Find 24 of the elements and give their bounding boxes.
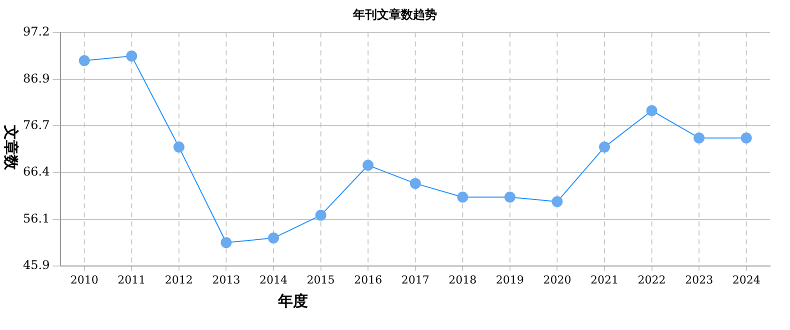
y-axis-title: 文章数 xyxy=(1,125,20,170)
x-tick-label: 2014 xyxy=(260,273,288,286)
y-tick-label: 97.2 xyxy=(23,24,50,39)
x-tick-label: 2012 xyxy=(164,273,193,286)
x-tick-label: 2019 xyxy=(496,273,524,286)
x-tick-label: 2015 xyxy=(306,273,335,286)
y-tick-label: 56.1 xyxy=(23,212,50,226)
x-tick-label: 2020 xyxy=(543,273,572,286)
x-tick-label: 2017 xyxy=(401,273,430,286)
x-tick-label: 2024 xyxy=(732,273,760,286)
x-axis-title: 年度 xyxy=(278,292,308,311)
x-tick-label: 2021 xyxy=(590,273,618,286)
x-tick-label: 2018 xyxy=(448,273,477,286)
x-tick-label: 2010 xyxy=(70,273,98,286)
y-tick-label: 66.4 xyxy=(23,164,50,179)
chart-title: 年刊文章数趋势 xyxy=(352,7,437,22)
x-tick-label: 2013 xyxy=(212,273,240,286)
x-tick-label: 2011 xyxy=(118,273,146,286)
x-tick-label: 2016 xyxy=(354,273,382,286)
x-tick-label: 2022 xyxy=(638,273,666,286)
y-tick-label: 86.9 xyxy=(23,71,50,86)
y-tick-label: 45.9 xyxy=(23,258,50,272)
y-tick-label: 76.7 xyxy=(23,118,50,132)
x-tick-label: 2023 xyxy=(685,273,714,286)
